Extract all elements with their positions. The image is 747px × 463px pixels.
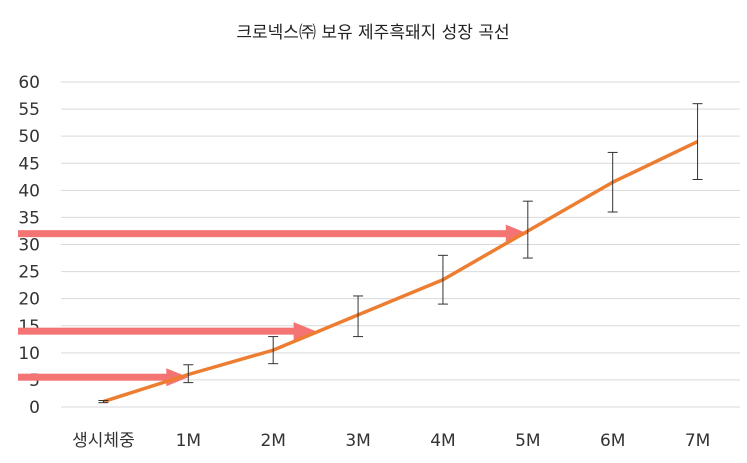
- x-tick-label: 생시체중: [72, 431, 135, 451]
- chart-title: 크로넥스㈜ 보유 제주흑돼지 성장 곡선: [236, 23, 509, 43]
- error-bars: [98, 103, 703, 404]
- y-tick-label: 30: [18, 236, 40, 256]
- y-tick-label: 55: [18, 100, 40, 120]
- y-tick-label: 60: [18, 73, 40, 93]
- y-tick-label: 10: [18, 344, 40, 364]
- annotation-arrow-shaft: [18, 327, 296, 335]
- y-tick-label: 40: [18, 181, 40, 201]
- y-tick-label: 35: [18, 208, 40, 228]
- x-tick-label: 3M: [345, 431, 370, 451]
- y-tick-label: 45: [18, 154, 40, 174]
- series-line: [102, 140, 699, 404]
- x-tick-label: 2M: [260, 431, 285, 451]
- series-line-path: [102, 140, 699, 404]
- grid: [61, 81, 740, 408]
- y-tick-label: 0: [29, 398, 40, 418]
- x-tick-label: 4M: [430, 431, 455, 451]
- y-tick-label: 20: [18, 290, 40, 310]
- x-tick-label: 7M: [685, 431, 710, 451]
- x-axis-ticks: 생시체중 1M 2M 3M 4M 5M 6M 7M: [72, 431, 710, 451]
- annotation-arrow-head: [293, 322, 316, 341]
- annotation-arrow-shaft: [18, 373, 169, 381]
- x-tick-label: 6M: [600, 431, 625, 451]
- y-tick-label: 5: [29, 371, 40, 391]
- y-tick-label: 25: [18, 263, 40, 283]
- x-tick-label: 5M: [515, 431, 540, 451]
- x-tick-label: 1M: [176, 431, 201, 451]
- annotation-arrow-shaft: [18, 230, 508, 238]
- annotation-arrow-head: [505, 224, 528, 243]
- y-tick-label: 50: [18, 127, 40, 147]
